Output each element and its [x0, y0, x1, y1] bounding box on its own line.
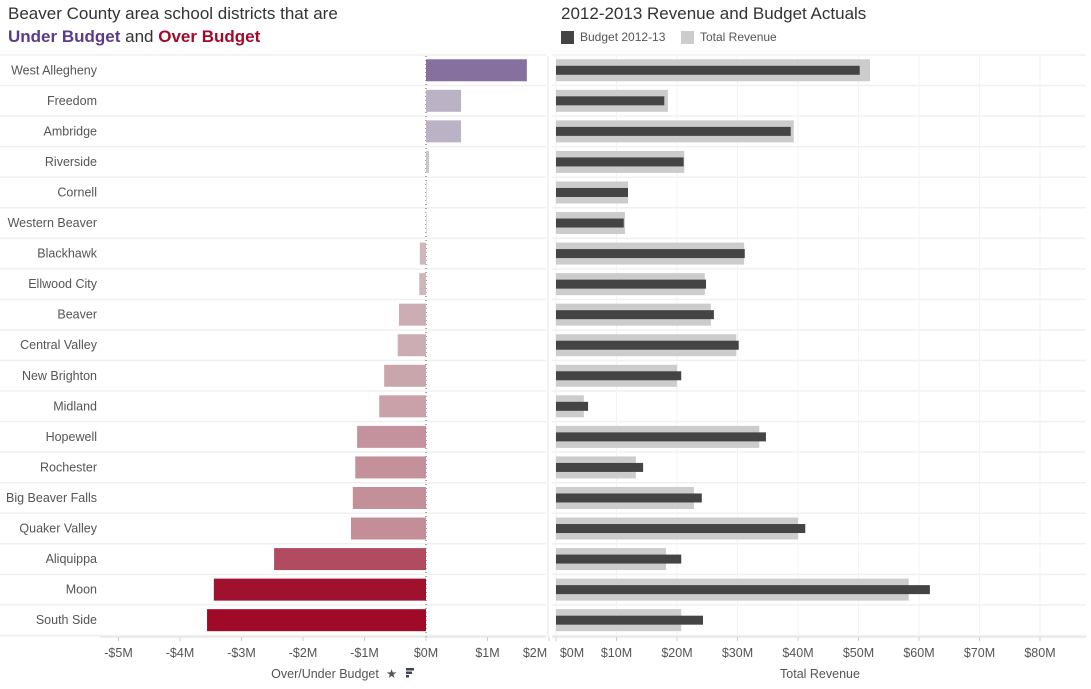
right-chart-title: 2012-2013 Revenue and Budget Actuals [561, 4, 867, 23]
over-under-bar [274, 548, 426, 571]
district-label: Western Beaver [8, 216, 97, 230]
pin-icon[interactable]: ★ [386, 667, 397, 681]
district-label: Ambridge [44, 124, 98, 138]
legend-swatch-budget [561, 30, 574, 44]
budget-bar [556, 340, 739, 350]
over-under-bar [379, 395, 426, 418]
under-budget-label: Under Budget [8, 27, 121, 46]
x-tick-label: $1M [475, 646, 499, 660]
x-tick-label: $20M [661, 646, 692, 660]
district-label: Central Valley [20, 338, 98, 352]
sort-icon[interactable] [406, 668, 414, 678]
budget-bar [556, 249, 745, 259]
x-tick-label: $60M [903, 646, 934, 660]
x-axis-title-right: Total Revenue [780, 667, 860, 681]
x-tick-label: $0M [560, 646, 584, 660]
budget-bar [556, 585, 930, 595]
legend-label-revenue: Total Revenue [700, 30, 777, 44]
district-label: Freedom [47, 94, 97, 108]
budget-bar [556, 615, 704, 625]
over-under-bar [357, 425, 426, 448]
budget-bar [556, 432, 766, 442]
left-chart-subtitle: Under Budget and Over Budget [8, 27, 260, 47]
budget-bar [556, 462, 644, 472]
district-label: Cornell [57, 185, 97, 199]
and-label: and [125, 27, 154, 46]
budget-bar [556, 371, 682, 381]
over-under-bar [352, 486, 426, 509]
x-axis-title-left: Over/Under Budget [271, 667, 379, 681]
x-tick-label: $40M [782, 646, 813, 660]
x-tick-label: -$3M [227, 646, 255, 660]
budget-bar [556, 554, 682, 564]
x-tick-label: -$4M [166, 646, 194, 660]
legend-label-budget: Budget 2012-13 [580, 30, 666, 44]
budget-bar [556, 96, 665, 106]
over-under-bar [426, 89, 462, 112]
over-under-bar [426, 212, 427, 235]
over-under-bar [397, 334, 426, 357]
budget-bar [556, 65, 860, 75]
budget-bar [556, 218, 624, 228]
legend-item-revenue[interactable]: Total Revenue [681, 30, 777, 44]
budget-bar [556, 493, 702, 503]
over-under-bar [426, 150, 430, 173]
district-label: Big Beaver Falls [6, 491, 97, 505]
legend-item-budget[interactable]: Budget 2012-13 [561, 30, 665, 44]
over-under-bar [426, 181, 427, 204]
budget-bar [556, 401, 589, 411]
budget-bar [556, 157, 684, 167]
district-label: Aliquippa [46, 552, 97, 566]
district-label: Beaver [57, 308, 97, 322]
district-label: Blackhawk [37, 247, 97, 261]
over-under-bar [355, 456, 426, 479]
district-label: Midland [53, 399, 97, 413]
over-under-bar [398, 303, 426, 326]
budget-bar [556, 310, 714, 320]
x-tick-label: $10M [601, 646, 632, 660]
x-tick-label: $30M [722, 646, 753, 660]
legend-swatch-revenue [681, 30, 694, 44]
over-under-bar [350, 517, 426, 540]
over-budget-label: Over Budget [158, 27, 261, 46]
over-under-bar [213, 578, 426, 601]
x-tick-label: $2M [523, 646, 547, 660]
x-tick-label: -$1M [350, 646, 378, 660]
budget-bar [556, 279, 707, 289]
x-tick-label: $0M [414, 646, 438, 660]
budget-bar [556, 187, 628, 197]
x-tick-label: $50M [843, 646, 874, 660]
x-tick-label: $70M [964, 646, 995, 660]
over-under-bar [426, 59, 527, 82]
district-label: Quaker Valley [19, 522, 97, 536]
sort-icon-bar [406, 675, 409, 678]
district-label: South Side [36, 613, 97, 627]
over-under-bar [384, 364, 426, 387]
budget-bar [556, 524, 806, 534]
over-under-bar [419, 242, 426, 265]
over-under-bar [426, 120, 462, 143]
district-label: New Brighton [22, 369, 97, 383]
sort-icon-bar [406, 668, 414, 671]
district-label: West Allegheny [11, 63, 98, 77]
over-under-bar [419, 273, 426, 296]
over-under-bar [207, 609, 426, 632]
left-chart-title: Beaver County area school districts that… [8, 4, 338, 23]
x-tick-label: -$2M [289, 646, 317, 660]
district-label: Rochester [40, 460, 97, 474]
x-tick-label: $80M [1024, 646, 1055, 660]
x-tick-label: -$5M [104, 646, 132, 660]
district-label: Riverside [45, 155, 97, 169]
district-label: Moon [66, 583, 97, 597]
district-label: Hopewell [46, 430, 97, 444]
district-label: Ellwood City [28, 277, 98, 291]
sort-icon-bar [406, 671, 412, 674]
budget-bar [556, 126, 791, 136]
